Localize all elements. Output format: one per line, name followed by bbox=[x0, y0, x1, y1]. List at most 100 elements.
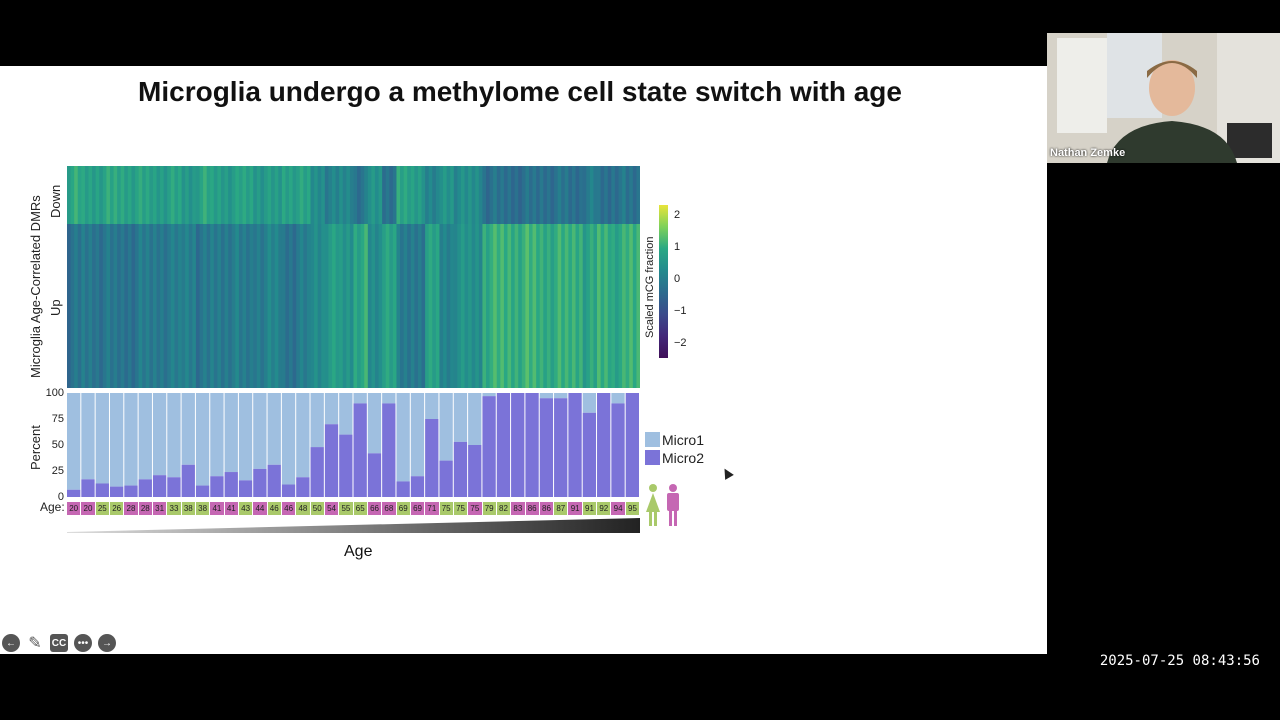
heatmap-cell-up bbox=[292, 224, 297, 388]
heatmap-cell-up bbox=[131, 224, 136, 388]
heatmap-cell-up bbox=[142, 224, 147, 388]
bar-micro2 bbox=[468, 445, 482, 497]
heatmap-cell-up bbox=[342, 224, 347, 388]
heatmap-cell-down bbox=[135, 166, 140, 224]
heatmap-cell-up bbox=[88, 224, 93, 388]
heatmap-cell-up bbox=[160, 224, 165, 388]
forward-icon[interactable]: → bbox=[98, 634, 116, 652]
bar-micro2 bbox=[253, 468, 267, 497]
heatmap-cell-down bbox=[629, 166, 634, 224]
heatmap-cell-down bbox=[489, 166, 494, 224]
heatmap-cell-up bbox=[95, 224, 100, 388]
heatmap-cell-up bbox=[346, 224, 351, 388]
heatmap-cell-down bbox=[77, 166, 82, 224]
heatmap-cell-up bbox=[432, 224, 437, 388]
heatmap-cell-down bbox=[364, 166, 369, 224]
heatmap-cell-down bbox=[124, 166, 129, 224]
composition-bars bbox=[67, 393, 639, 497]
heatmap-cell-down bbox=[532, 166, 537, 224]
heatmap-cell-up bbox=[579, 224, 584, 388]
heatmap-cell-down bbox=[589, 166, 594, 224]
bar-micro1 bbox=[554, 393, 568, 399]
age-cell: 75 bbox=[439, 502, 454, 515]
heatmap-cell-up bbox=[256, 224, 261, 388]
heatmap-cell-down bbox=[242, 166, 247, 224]
heatmap-cell-up bbox=[475, 224, 480, 388]
heatmap-cell-down bbox=[468, 166, 473, 224]
bar-micro1 bbox=[167, 393, 181, 478]
heatmap-cell-down bbox=[306, 166, 312, 224]
heatmap-cell-down bbox=[632, 166, 637, 224]
heatmap-cell-up bbox=[253, 224, 258, 388]
bar-micro2 bbox=[238, 480, 253, 497]
heatmap-ylabel: Microglia Age-Correlated DMRs bbox=[28, 195, 43, 378]
heatmap-cell-down bbox=[349, 166, 354, 224]
bar-micro1 bbox=[468, 393, 482, 445]
heatmap-cell-down bbox=[192, 166, 197, 224]
heatmap-cell-up bbox=[195, 224, 201, 388]
bar-micro1 bbox=[67, 393, 81, 490]
participant-video-frame bbox=[1047, 33, 1280, 163]
bar-micro1 bbox=[410, 393, 425, 477]
bar-micro2 bbox=[554, 398, 568, 497]
heatmap-cell-down bbox=[460, 166, 466, 224]
heatmap-cell-down bbox=[289, 166, 294, 224]
heatmap-cell-up bbox=[67, 224, 72, 388]
heatmap-cell-down bbox=[249, 166, 254, 224]
bar-micro1 bbox=[138, 393, 152, 480]
heatmap-cell-up bbox=[407, 224, 412, 388]
percent-tick: 75 bbox=[51, 413, 64, 425]
heatmap-cell-down bbox=[392, 166, 397, 224]
heatmap-cell-up bbox=[174, 224, 179, 388]
heatmap-cell-down bbox=[353, 166, 358, 224]
heatmap-cell-down bbox=[443, 166, 448, 224]
heatmap-cell-down bbox=[220, 166, 226, 224]
pen-icon[interactable]: ✎ bbox=[28, 635, 42, 652]
more-icon[interactable]: ••• bbox=[74, 634, 92, 652]
cc-icon[interactable]: CC bbox=[50, 634, 68, 652]
participant-video[interactable]: Nathan Zemke bbox=[1047, 33, 1280, 163]
bar-micro2 bbox=[95, 483, 109, 497]
heatmap-cell-up bbox=[457, 224, 462, 388]
heatmap-cell-up bbox=[324, 224, 329, 388]
heatmap-cell-up bbox=[428, 224, 433, 388]
age-cell: 68 bbox=[382, 502, 397, 515]
heatmap-cell-up bbox=[582, 224, 587, 388]
heatmap-cell-up bbox=[532, 224, 537, 388]
back-icon[interactable]: ← bbox=[2, 634, 20, 652]
heatmap-cell-down bbox=[170, 166, 175, 224]
heatmap-cell-down bbox=[263, 166, 269, 224]
bar-micro1 bbox=[124, 393, 138, 486]
heatmap-cell-down bbox=[203, 166, 208, 224]
male-icon bbox=[667, 484, 679, 526]
slide-title: Microglia undergo a methylome cell state… bbox=[138, 76, 902, 107]
age-row: 20 20 25 26 28 28 31 33 38 38 41 41 43 44 46 46 48 50 54 55… bbox=[67, 502, 641, 515]
heatmap-cell-up bbox=[425, 224, 430, 388]
age-wedge bbox=[67, 518, 640, 533]
heatmap-cell-up bbox=[231, 224, 236, 388]
heatmap-cell-down bbox=[332, 166, 337, 224]
heatmap-cell-down bbox=[518, 166, 523, 224]
heatmap-cell-down bbox=[213, 166, 218, 224]
heatmap-cell-up bbox=[181, 224, 186, 388]
heatmap-cell-up bbox=[317, 224, 322, 388]
heatmap-cell-down bbox=[525, 166, 530, 224]
heatmap-cell-down bbox=[507, 166, 512, 224]
bar-micro2 bbox=[568, 393, 582, 497]
heatmap-cell-down bbox=[160, 166, 165, 224]
heatmap-cell-down bbox=[493, 166, 498, 224]
heatmap-cell-up bbox=[106, 224, 111, 388]
heatmap-cell-up bbox=[385, 224, 390, 388]
heatmap-cell-down bbox=[188, 166, 193, 224]
heatmap-cell-up bbox=[185, 224, 190, 388]
legend-swatch-micro1 bbox=[645, 432, 660, 447]
heatmap-cell-up bbox=[74, 224, 79, 388]
heatmap-cell-up bbox=[228, 224, 233, 388]
age-cell: 69 bbox=[410, 502, 426, 515]
heatmap-cell-down bbox=[478, 166, 483, 224]
heatmap-cell-down bbox=[217, 166, 222, 224]
bar-micro2 bbox=[124, 485, 138, 497]
heatmap-cell-down bbox=[428, 166, 433, 224]
heatmap-cell-down bbox=[117, 166, 122, 224]
bar-micro2 bbox=[611, 403, 625, 497]
